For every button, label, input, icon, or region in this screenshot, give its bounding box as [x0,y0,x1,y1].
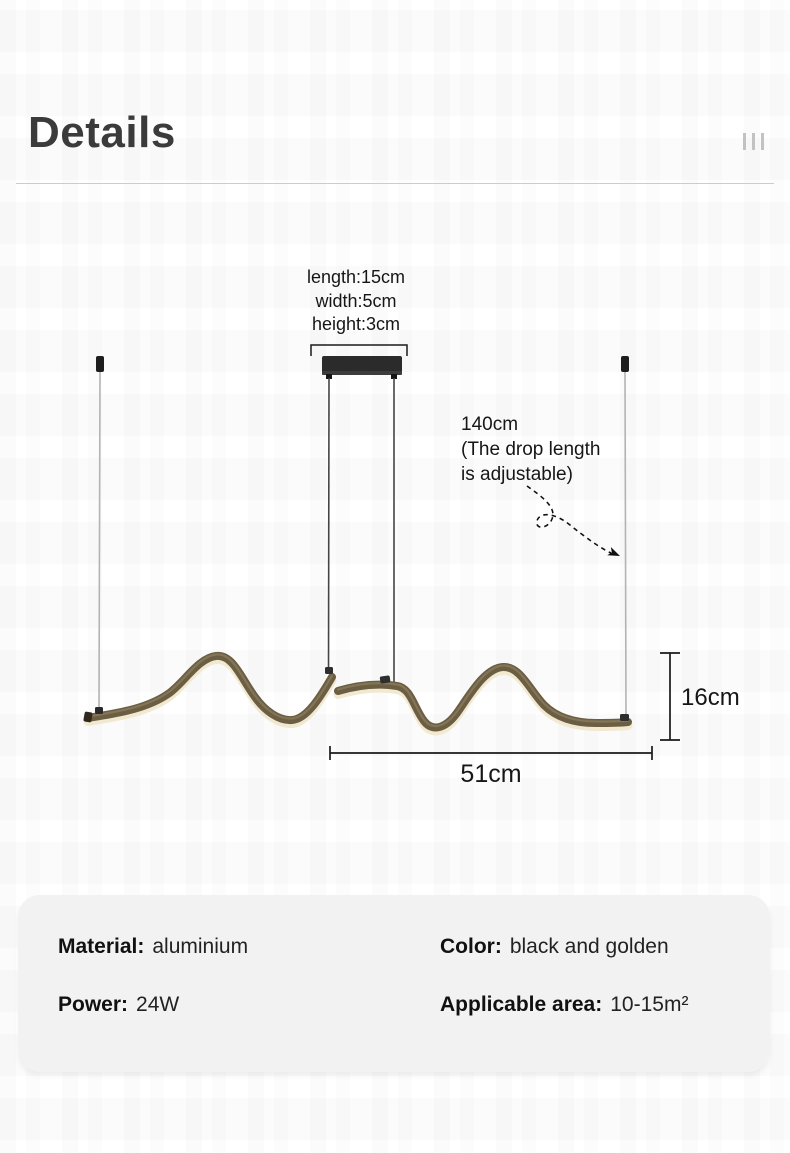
lamp-tube-highlight [86,653,630,728]
canopy-measure-bracket [310,344,408,356]
spec-material-label: Material: [58,935,145,958]
outer-wire-left [98,371,101,711]
wire-connector-right [620,714,629,721]
outer-wire-right [624,371,627,718]
canopy-nub-left [326,374,332,379]
title-divider [16,183,774,184]
canopy-width-label: width:5cm [315,290,397,311]
ceiling-fitting-left [96,356,104,372]
canopy-bottom-edge [322,371,402,375]
grip-vertical-icon [743,133,764,150]
wire-connector-middle [325,667,333,674]
drop-note-line2: (The drop length [461,439,601,460]
spec-area-value: 10-15m² [610,993,689,1016]
spec-color-label: Color: [440,935,502,958]
spec-color: Color: black and golden [440,935,770,959]
spec-area-label: Applicable area: [440,993,603,1016]
grip-bar [743,133,746,150]
height-measure [660,652,680,741]
tube-end-cap-left [83,711,93,723]
page-title: Details [28,108,176,157]
spec-power: Power: 24W [58,993,440,1017]
spec-color-value: black and golden [509,935,669,958]
canopy-size-note: length:15cm width:5cm height:3cm [256,266,456,337]
canopy-length-label: length:15cm [306,267,406,287]
drop-length-note: 140cm (The drop length is adjustable) [461,412,600,487]
wire-connector-left [95,707,103,714]
ceiling-fitting-right [621,356,629,372]
canopy-nub-right [391,374,397,379]
drop-length-value: 140cm [461,414,519,435]
adjustable-arrow [526,485,612,554]
spec-power-value: 24W [136,993,180,1016]
ceiling-canopy [322,356,402,375]
spec-power-label: Power: [58,993,129,1016]
spec-material: Material: aluminium [58,935,440,959]
spec-material-value: aluminium [152,935,249,958]
grip-bar [761,133,764,150]
height-measure-label: 16cm [681,684,740,711]
length-measure-label: 51cm [460,760,522,788]
tube-joint-connector [379,675,391,684]
drop-note-line3: is adjustable) [461,464,573,485]
canopy-height-label: height:3cm [311,314,401,334]
adjustable-arrowhead [607,547,620,556]
length-measure [329,746,653,760]
specs-card: Material: aluminium Color: black and golde… [18,895,770,1072]
spec-area: Applicable area: 10-15m² [440,993,770,1017]
middle-wire-left [327,377,330,674]
grip-bar [752,133,755,150]
